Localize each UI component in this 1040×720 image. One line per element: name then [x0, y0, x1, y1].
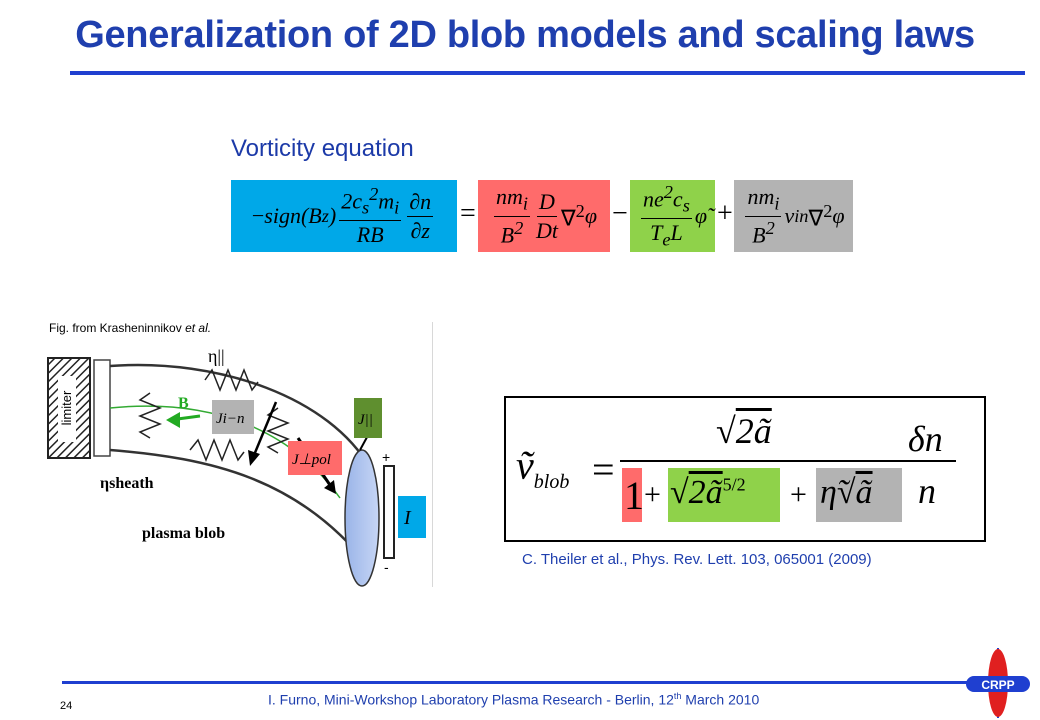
- den-plus-2: +: [790, 478, 807, 512]
- formula-lhs: ṽblob: [516, 442, 569, 494]
- blob-ellipse: [345, 450, 379, 586]
- rhs-denominator: n: [918, 470, 936, 512]
- formula-fraction-bar: [620, 460, 908, 462]
- plasma-blob-label: plasma blob: [142, 525, 225, 542]
- resistor-left: [140, 393, 160, 438]
- equals-sign: =: [460, 198, 476, 230]
- eta-sheath-label: ηsheath: [100, 475, 154, 492]
- equation-term-3: ne2cs TeL φ̃: [630, 180, 715, 252]
- caption-text: Fig. from Krasheninnikov: [49, 321, 185, 335]
- formula-equals: =: [592, 446, 615, 493]
- figure-divider: [432, 322, 433, 587]
- rhs-numerator: δn: [908, 418, 943, 460]
- current-i-label: I: [403, 507, 412, 529]
- den-plus-1: +: [644, 478, 661, 512]
- vorticity-heading: Vorticity equation: [231, 135, 414, 163]
- resistor-lower: [190, 440, 244, 460]
- j-in-label: Ji−n: [216, 411, 244, 427]
- b-field-label: B: [178, 395, 189, 412]
- slide-title: Generalization of 2D blob models and sca…: [10, 14, 1040, 57]
- citation: C. Theiler et al., Phys. Rev. Lett. 103,…: [522, 551, 872, 568]
- den-one: 1: [624, 472, 644, 519]
- resistor-eta-parallel: [205, 370, 258, 390]
- title-underline: [70, 71, 1025, 75]
- logo-text: CRPP: [981, 678, 1014, 692]
- svg-text:+: +: [382, 449, 390, 465]
- den-sqrt: √2ã5/2: [670, 474, 746, 512]
- j-pol-label: J⊥pol: [292, 452, 331, 468]
- figure-caption: Fig. from Krasheninnikov et al.: [49, 321, 211, 335]
- current-i-box: [398, 496, 426, 538]
- footer-text-b: March 2010: [681, 692, 759, 708]
- crpp-logo: CRPP: [962, 646, 1034, 720]
- minus-sign: −: [612, 198, 628, 230]
- formula-numerator: √2ã: [716, 410, 772, 452]
- caption-et-al: et al.: [185, 321, 211, 335]
- plus-sign: +: [717, 198, 733, 230]
- page-number: 24: [60, 700, 72, 712]
- limiter-label: limiter: [59, 390, 74, 425]
- svg-text:-: -: [384, 559, 389, 575]
- equation-term-4: nmi B2 ν in ∇2 φ: [734, 180, 853, 252]
- footer-rule: [62, 681, 967, 684]
- eta-parallel-label: η||: [208, 346, 225, 366]
- footer-text-a: I. Furno, Mini-Workshop Laboratory Plasm…: [268, 692, 674, 708]
- plasma-blob-diagram: limiter B η|| ηsheath plasma blob + - Ji…: [40, 338, 432, 588]
- blob-velocity-formula: ṽblob = √2ã 1 + √2ã5/2 + η̃√ã δn n: [504, 396, 986, 542]
- footer-text: I. Furno, Mini-Workshop Laboratory Plasm…: [268, 691, 759, 708]
- equation-term-1: − sign(B z) 2cs2mi RB ∂n ∂z: [231, 180, 457, 252]
- rhs-fraction-bar: [906, 460, 956, 462]
- j-parallel-label: J||: [358, 412, 373, 428]
- equation-term-2: nmi B2 D Dt ∇2 φ: [478, 180, 610, 252]
- den-eta: η̃√ã: [820, 474, 873, 512]
